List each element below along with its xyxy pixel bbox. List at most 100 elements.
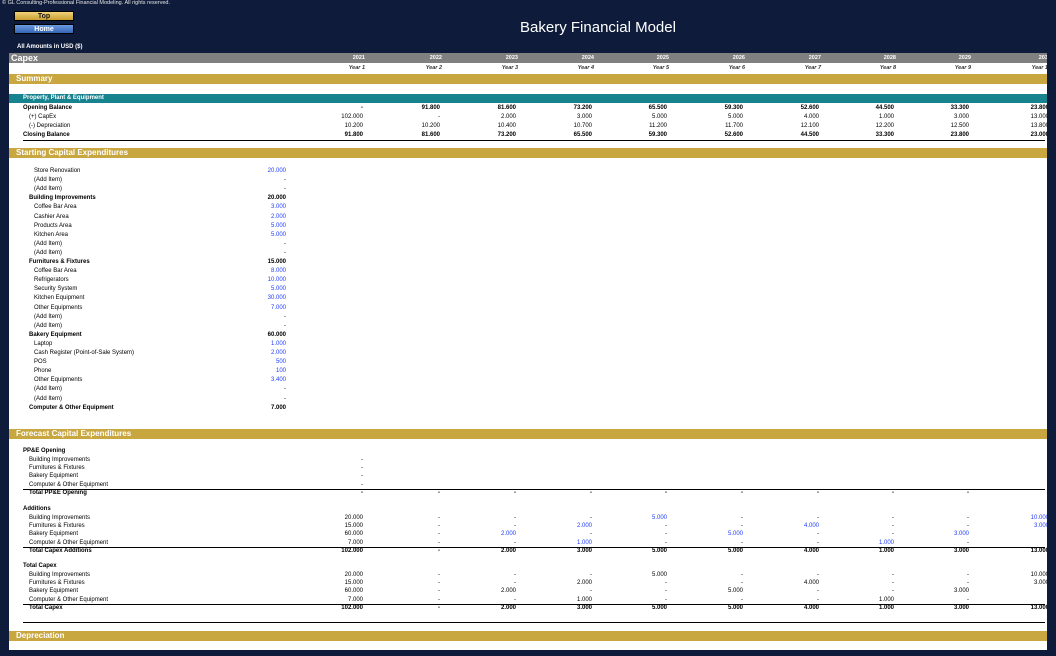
cell-value: 10.000 xyxy=(1030,514,1047,521)
year-header: 2027 xyxy=(808,55,821,61)
cell-value: 11.200 xyxy=(649,123,667,129)
cell-value: 10.400 xyxy=(497,123,516,129)
cell-value: - xyxy=(514,490,516,497)
cell-value: 10.200 xyxy=(421,123,440,129)
cell-value: - xyxy=(967,571,969,578)
row-label: POS xyxy=(34,359,47,366)
depreciation-band: Depreciation xyxy=(9,631,1047,641)
capex-item-row: Cashier Area 2.000 xyxy=(9,213,1047,222)
cell-value[interactable]: 20.000 xyxy=(267,168,286,174)
cell-value: 81.600 xyxy=(421,132,440,138)
capex-item-row: Cash Register (Point-of-Sale System) 2.00… xyxy=(9,349,1047,358)
cell-value: - xyxy=(817,539,819,546)
cell-value[interactable]: 10.000 xyxy=(267,277,286,284)
cell-value: - xyxy=(741,490,743,497)
cell-value: - xyxy=(665,531,667,538)
summary-row: Closing Balance 91.800 81.600 73.200 65.500 5… xyxy=(9,131,1047,140)
cell-value[interactable]: - xyxy=(284,186,286,193)
cell-value: - xyxy=(892,514,894,521)
cell-value[interactable]: - xyxy=(284,240,286,247)
cell-value: - xyxy=(967,596,969,603)
additions-row: Bakery Equipment 60.000 - 2.000 - - 5.000 - - 3.0… xyxy=(9,530,1047,539)
cell-value: 12.100 xyxy=(800,123,819,129)
year-index-label: Year 3 xyxy=(501,65,518,71)
cell-value: 5.000 xyxy=(651,114,667,120)
cell-value: 60.000 xyxy=(267,331,286,338)
cell-value[interactable]: - xyxy=(284,249,286,256)
summary-band: Summary xyxy=(9,74,1047,84)
cell-value[interactable]: - xyxy=(284,313,286,320)
cell-value: 2.000 xyxy=(576,579,592,586)
cell-value[interactable]: 100 xyxy=(275,368,286,375)
row-label: Building Improvements xyxy=(29,571,91,578)
cell-value[interactable]: 8.000 xyxy=(270,268,286,275)
cell-value[interactable]: 5.000 xyxy=(270,286,286,293)
forecast-capex-band: Forecast Capital Expenditures xyxy=(9,429,1047,439)
year-index-label: Year 6 xyxy=(728,65,745,71)
capex-item-row: Products Area 5.000 xyxy=(9,222,1047,231)
cell-value: 3.000 xyxy=(1033,522,1047,529)
cell-value: 4.000 xyxy=(803,114,819,120)
year-index-label: Year 1 xyxy=(348,65,365,71)
cell-value: - xyxy=(817,490,819,497)
year-header: 2029 xyxy=(958,55,971,61)
cell-value[interactable]: 3.000 xyxy=(270,204,286,211)
cell-value: - xyxy=(438,522,440,529)
cell-value: - xyxy=(590,588,592,595)
cell-value: 5.000 xyxy=(727,605,743,612)
cell-value: - xyxy=(438,596,440,603)
row-label: Closing Balance xyxy=(23,132,70,138)
cell-value: 20.000 xyxy=(344,514,363,521)
cell-value[interactable]: - xyxy=(284,386,286,393)
cell-value[interactable]: 5.000 xyxy=(270,222,286,229)
cell-value: - xyxy=(361,490,363,497)
additions-row: Furnitures & Fixtures 15.000 - - 2.000 - - 4.00… xyxy=(9,522,1047,531)
row-label: (Add Item) xyxy=(34,395,63,402)
cell-value: 2.000 xyxy=(500,548,516,555)
top-button[interactable]: Top xyxy=(14,11,74,21)
cell-value: - xyxy=(967,514,969,521)
cell-value: - xyxy=(438,539,440,546)
cell-value[interactable]: - xyxy=(284,395,286,402)
cell-value[interactable]: 500 xyxy=(275,359,286,366)
cell-value: 81.600 xyxy=(497,105,516,111)
row-label: Phone xyxy=(34,368,52,375)
cell-value: - xyxy=(665,579,667,586)
cell-value: 3.000 xyxy=(1033,579,1047,586)
cell-value: 102.000 xyxy=(341,114,363,120)
capex-item-row: Security System 5.000 xyxy=(9,285,1047,294)
year-header: 2025 xyxy=(656,55,669,61)
cell-value: 5.000 xyxy=(727,548,743,555)
cell-value[interactable]: - xyxy=(284,322,286,329)
year-header: 2023 xyxy=(505,55,518,61)
cell-value: - xyxy=(361,481,363,488)
cell-value[interactable]: 2.000 xyxy=(270,350,286,356)
row-label: Bakery Equipment xyxy=(29,531,79,538)
row-label: Refrigerators xyxy=(34,277,69,284)
cell-value: - xyxy=(741,571,743,578)
capex-sheet: Capex 2021 2022 2023 2024 2025 2026 2027 2028 20… xyxy=(9,53,1047,650)
year-label-row: Year 1 Year 2 Year 3 Year 4 Year 5 Year 6 Year… xyxy=(9,63,1047,73)
cell-value: 15.000 xyxy=(344,522,363,529)
year-index-label: Year 2 xyxy=(425,65,442,71)
cell-value[interactable]: 3.400 xyxy=(270,377,286,384)
cell-value: 4.000 xyxy=(803,548,819,555)
cell-value[interactable]: 5.000 xyxy=(270,231,286,238)
home-button[interactable]: Home xyxy=(14,24,74,34)
cell-value: 10.200 xyxy=(344,123,363,129)
cell-value: 10.000 xyxy=(1030,571,1047,578)
additions-row: Building Improvements 20.000 - - - 5.000 - - - - 1… xyxy=(9,514,1047,523)
cell-value: - xyxy=(817,596,819,603)
cell-value[interactable]: 30.000 xyxy=(267,295,286,302)
cell-value: 1.000 xyxy=(576,539,592,546)
cell-value[interactable]: 7.000 xyxy=(270,304,286,311)
row-label: (+) CapEx xyxy=(29,114,57,120)
cell-value[interactable]: 2.000 xyxy=(270,213,286,220)
ppe-opening-total: Total PP&E Opening - - - - - - - - - - xyxy=(9,489,1047,498)
cell-value[interactable]: - xyxy=(284,177,286,184)
cell-value: 65.500 xyxy=(573,132,592,138)
cell-value: 3.000 xyxy=(576,548,592,555)
cell-value[interactable]: 1.000 xyxy=(270,340,286,347)
cell-value: - xyxy=(438,514,440,521)
row-label: Bakery Equipment xyxy=(29,588,79,595)
